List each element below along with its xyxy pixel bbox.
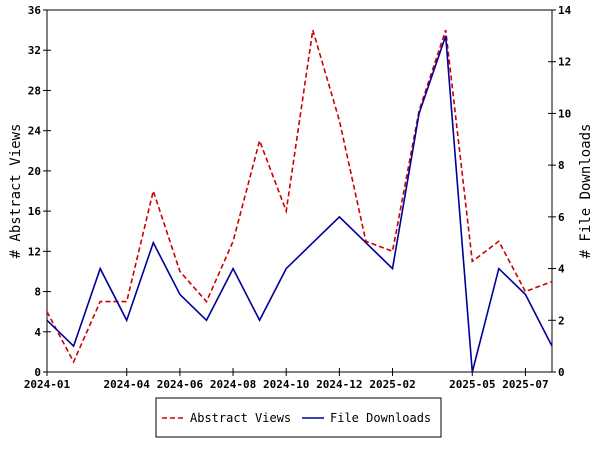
y2-tick-label: 10 <box>558 107 571 120</box>
y-tick-label: 16 <box>28 205 42 218</box>
series-line-abstract-views <box>46 29 553 364</box>
y-tick-label: 8 <box>34 286 41 299</box>
legend: Abstract Views File Downloads <box>155 397 442 438</box>
x-tick-label: 2025-02 <box>369 378 415 391</box>
y-tick-label: 32 <box>28 44 41 57</box>
x-tick-label: 2024-08 <box>210 378 256 391</box>
y-tick-label: 24 <box>28 125 42 138</box>
series-layer <box>46 29 553 373</box>
legend-box <box>155 397 442 438</box>
x-tick-label: 2025-07 <box>502 378 548 391</box>
y2-tick-label: 2 <box>558 314 565 327</box>
x-tick-label: 2024-04 <box>104 378 151 391</box>
y2-tick-label: 8 <box>558 159 565 172</box>
y-tick-label: 36 <box>28 4 42 17</box>
x-tick-label: 2024-10 <box>263 378 309 391</box>
legend-label: File Downloads <box>330 411 431 425</box>
y-axis-title: # Abstract Views <box>8 124 24 259</box>
y2-tick-label: 12 <box>558 56 571 69</box>
x-tick-label: 2024-06 <box>157 378 204 391</box>
legend-label: Abstract Views <box>190 411 291 425</box>
y-tick-label: 4 <box>34 326 41 339</box>
y-tick-label: 0 <box>34 366 41 379</box>
x-tick-label: 2024-01 <box>24 378 71 391</box>
y2-axis-title: # File Downloads <box>578 124 594 259</box>
y2-tick-label: 6 <box>558 211 565 224</box>
y2-tick-label: 14 <box>558 4 572 17</box>
y-tick-label: 20 <box>28 165 41 178</box>
y2-tick-label: 0 <box>558 366 565 379</box>
x-tick-label: 2025-05 <box>449 378 495 391</box>
y-tick-label: 12 <box>28 245 41 258</box>
plot-frame <box>46 9 553 373</box>
x-tick-label: 2024-12 <box>316 378 362 391</box>
y2-tick-label: 4 <box>558 263 565 276</box>
series-line-file-downloads <box>46 35 553 373</box>
y-tick-label: 28 <box>28 84 41 97</box>
